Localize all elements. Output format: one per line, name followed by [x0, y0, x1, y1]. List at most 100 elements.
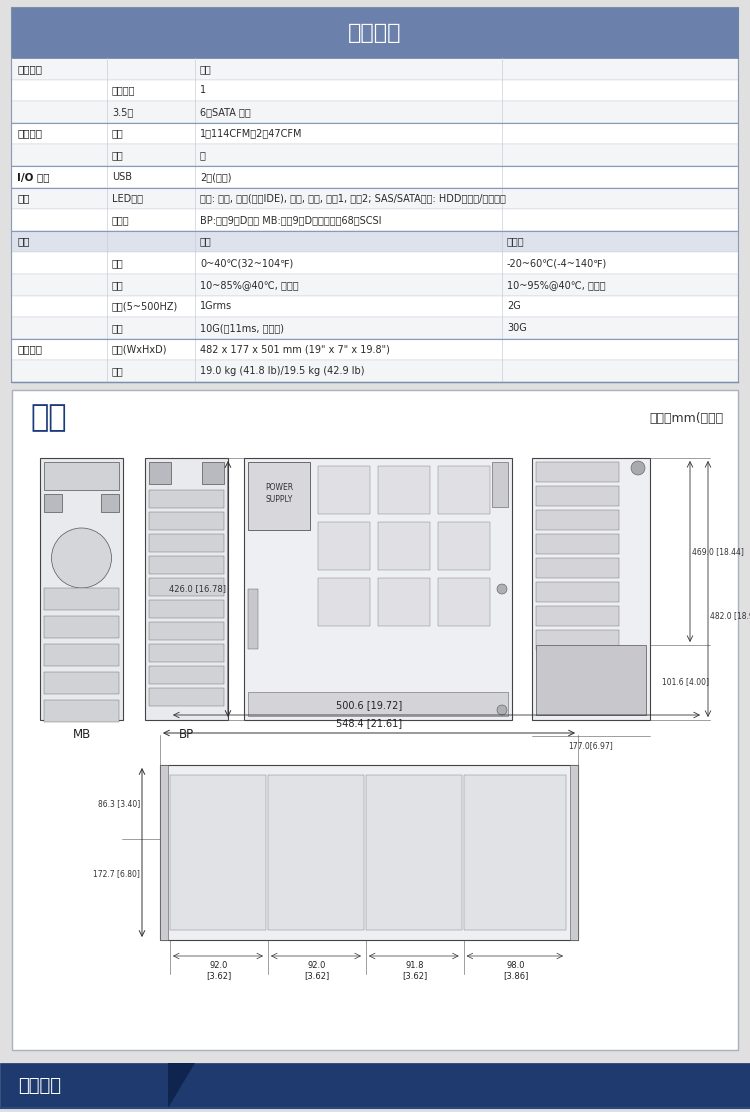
Text: 冷却方式: 冷却方式: [17, 129, 42, 139]
Text: POWER: POWER: [265, 484, 293, 493]
Bar: [378, 466, 430, 514]
Text: 后面板: 后面板: [112, 215, 130, 225]
Bar: [44, 461, 119, 490]
Bar: [12, 231, 738, 252]
Text: 物理特性: 物理特性: [17, 345, 42, 355]
Text: 10G(在11ms, 半弦波): 10G(在11ms, 半弦波): [200, 322, 284, 332]
Bar: [12, 296, 738, 317]
Bar: [532, 458, 650, 719]
Bar: [248, 692, 508, 716]
Bar: [170, 775, 266, 930]
Text: 19.0 kg (41.8 lb)/19.5 kg (42.9 lb): 19.0 kg (41.8 lb)/19.5 kg (42.9 lb): [200, 366, 364, 376]
Text: [3.62]: [3.62]: [304, 972, 329, 981]
Text: 6个SATA 硬盘: 6个SATA 硬盘: [200, 107, 250, 117]
Bar: [12, 390, 738, 1050]
Bar: [244, 458, 512, 719]
Text: 前置: 前置: [200, 63, 211, 73]
Bar: [378, 578, 430, 626]
Text: 10~85%@40℃, 非凝固: 10~85%@40℃, 非凝固: [200, 280, 298, 290]
Text: 单位：mm(英寸）: 单位：mm(英寸）: [649, 411, 723, 425]
Circle shape: [497, 584, 507, 594]
Text: 2G: 2G: [507, 301, 520, 311]
Bar: [536, 582, 619, 602]
Bar: [44, 616, 119, 638]
Text: [3.62]: [3.62]: [206, 972, 232, 981]
Bar: [12, 317, 738, 339]
Bar: [12, 166, 738, 188]
Bar: [248, 461, 310, 530]
Text: -20~60℃(-4~140℉): -20~60℃(-4~140℉): [507, 258, 608, 268]
Text: 500.6 [19.72]: 500.6 [19.72]: [336, 699, 402, 709]
Bar: [101, 494, 119, 512]
Text: SUPPLY: SUPPLY: [266, 496, 292, 505]
Bar: [160, 765, 578, 940]
Text: 环境: 环境: [17, 237, 29, 247]
Text: 1个114CFM与2个47CFM: 1个114CFM与2个47CFM: [200, 129, 302, 139]
Text: [3.62]: [3.62]: [402, 972, 427, 981]
Bar: [40, 458, 123, 719]
Text: 超薄光驱: 超薄光驱: [112, 86, 136, 96]
Text: 101.6 [4.00]: 101.6 [4.00]: [662, 677, 709, 686]
Bar: [438, 522, 490, 570]
Bar: [12, 274, 738, 296]
Text: 548.4 [21.61]: 548.4 [21.61]: [336, 718, 402, 728]
Bar: [378, 522, 430, 570]
Text: 滤网: 滤网: [112, 150, 124, 160]
Text: 172.7 [6.80]: 172.7 [6.80]: [93, 868, 140, 878]
Text: 86.3 [3.40]: 86.3 [3.40]: [98, 800, 140, 808]
Bar: [44, 588, 119, 610]
Text: 工作: 工作: [200, 237, 211, 247]
Bar: [149, 534, 224, 552]
Text: 10~95%@40℃, 非凝固: 10~95%@40℃, 非凝固: [507, 280, 606, 290]
Bar: [536, 461, 619, 481]
Text: 震动(5~500HZ): 震动(5~500HZ): [112, 301, 178, 311]
Text: BP:一个9针D接口 MB:五个9针D接口和一个68针SCSI: BP:一个9针D接口 MB:五个9针D接口和一个68针SCSI: [200, 215, 382, 225]
Text: 尺寸: 尺寸: [30, 404, 67, 433]
Bar: [366, 775, 462, 930]
Bar: [149, 666, 224, 684]
Text: 482 x 177 x 501 mm (19" x 7" x 19.8"): 482 x 177 x 501 mm (19" x 7" x 19.8"): [200, 345, 390, 355]
Text: 湿度: 湿度: [112, 280, 124, 290]
Bar: [149, 490, 224, 508]
Text: 91.8: 91.8: [406, 961, 424, 970]
Bar: [149, 578, 224, 596]
Bar: [145, 458, 228, 719]
Bar: [464, 775, 566, 930]
Text: MB: MB: [72, 727, 91, 741]
Circle shape: [52, 528, 112, 588]
Text: 产品配置: 产品配置: [18, 1076, 61, 1094]
Text: 产品参数: 产品参数: [348, 23, 402, 43]
Bar: [12, 8, 738, 58]
Bar: [149, 644, 224, 662]
Bar: [248, 589, 258, 649]
Bar: [570, 765, 578, 940]
Text: 重量: 重量: [112, 366, 124, 376]
Text: 92.0: 92.0: [210, 961, 228, 970]
Text: 风扇: 风扇: [112, 129, 124, 139]
Text: BP: BP: [179, 727, 194, 741]
Bar: [318, 522, 370, 570]
Bar: [438, 466, 490, 514]
Text: 磁盘托架: 磁盘托架: [17, 63, 42, 73]
Text: USB: USB: [112, 171, 132, 181]
Bar: [536, 631, 619, 651]
Bar: [492, 461, 508, 507]
Bar: [318, 578, 370, 626]
Bar: [160, 765, 168, 940]
Bar: [12, 122, 738, 145]
Bar: [536, 645, 646, 715]
Text: 其它: 其它: [17, 193, 29, 203]
Text: 0~40℃(32~104℉): 0~40℃(32~104℉): [200, 258, 293, 268]
Bar: [536, 606, 619, 626]
Text: 1: 1: [200, 86, 206, 96]
Circle shape: [631, 461, 645, 475]
Bar: [12, 8, 738, 383]
Bar: [12, 58, 738, 80]
Bar: [149, 556, 224, 574]
Bar: [149, 461, 171, 484]
Bar: [536, 534, 619, 554]
Bar: [12, 80, 738, 101]
Text: 3.5寸: 3.5寸: [112, 107, 134, 117]
Bar: [438, 578, 490, 626]
Bar: [12, 252, 738, 274]
